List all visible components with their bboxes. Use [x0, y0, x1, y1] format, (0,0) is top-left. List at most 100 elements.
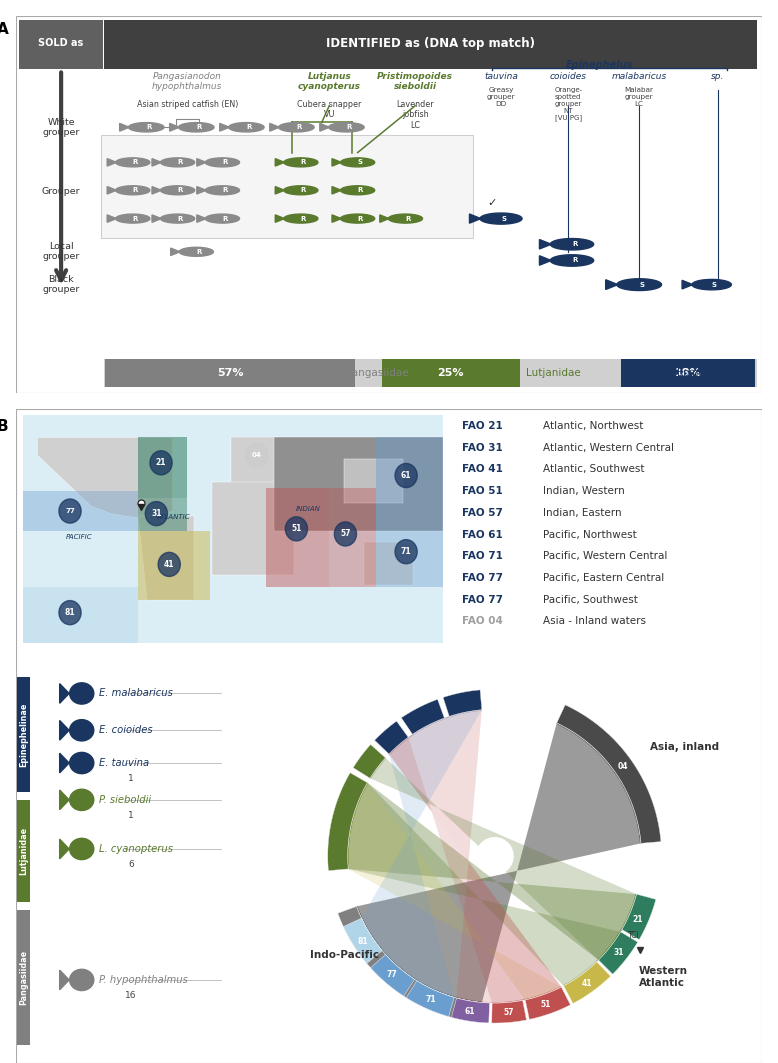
Text: 81: 81 [65, 608, 75, 618]
Polygon shape [370, 758, 636, 960]
Text: Orange-
spotted
grouper
NT
[VU PG]: Orange- spotted grouper NT [VU PG] [554, 86, 582, 121]
Polygon shape [170, 123, 180, 131]
Polygon shape [343, 918, 382, 963]
Text: R: R [132, 216, 138, 221]
Text: R: R [196, 124, 202, 131]
Text: Indian, Eastern: Indian, Eastern [543, 508, 622, 518]
Text: S: S [357, 159, 363, 166]
Text: R: R [357, 187, 363, 193]
Bar [19, 20, 103, 69]
Polygon shape [197, 215, 206, 222]
Polygon shape [356, 723, 641, 1002]
Text: IDENTIFIED as (DNA top match): IDENTIFIED as (DNA top match) [325, 37, 534, 50]
Text: White
grouper: White grouper [43, 118, 80, 137]
Polygon shape [492, 1000, 527, 1023]
Text: E. tauvina: E. tauvina [99, 758, 149, 769]
Text: 04: 04 [618, 761, 629, 771]
Text: 41: 41 [164, 560, 174, 569]
Text: P. sieboldii: P. sieboldii [99, 795, 151, 805]
Text: 1: 1 [128, 774, 134, 783]
Polygon shape [380, 215, 389, 222]
Polygon shape [348, 782, 562, 1000]
Polygon shape [23, 587, 138, 643]
Circle shape [475, 837, 513, 875]
Circle shape [145, 502, 167, 526]
Text: INDIAN: INDIAN [296, 506, 321, 512]
Text: Pangasiidae: Pangasiidae [346, 368, 409, 378]
Polygon shape [550, 238, 594, 250]
Polygon shape [107, 187, 117, 195]
Polygon shape [328, 773, 367, 871]
Polygon shape [353, 744, 385, 778]
Polygon shape [60, 684, 69, 704]
Text: Local
grouper: Local grouper [43, 242, 80, 261]
Circle shape [335, 522, 356, 546]
Polygon shape [563, 962, 611, 1003]
Polygon shape [332, 158, 342, 166]
Polygon shape [348, 782, 562, 1000]
Polygon shape [348, 782, 636, 960]
Text: R: R [405, 216, 411, 221]
Bar [17, 677, 30, 792]
Polygon shape [328, 773, 367, 871]
Polygon shape [370, 955, 415, 996]
Bar [103, 359, 757, 387]
Text: Pacific, Western Central: Pacific, Western Central [543, 552, 668, 561]
Text: R: R [300, 216, 306, 221]
Text: Malabar
grouper
LC: Malabar grouper LC [625, 86, 654, 106]
Text: 57: 57 [340, 529, 351, 539]
Polygon shape [205, 157, 240, 167]
Text: R: R [177, 187, 183, 193]
Text: P. hypophthalmus: P. hypophthalmus [99, 975, 187, 985]
Polygon shape [107, 158, 117, 166]
Text: 41: 41 [582, 979, 592, 988]
Polygon shape [329, 122, 364, 132]
Polygon shape [525, 988, 570, 1019]
Text: ATLANTIC: ATLANTIC [156, 513, 190, 520]
Text: 81: 81 [358, 938, 368, 946]
Polygon shape [451, 998, 489, 1023]
Polygon shape [284, 157, 318, 167]
Text: Pacific, Eastern Central: Pacific, Eastern Central [543, 573, 664, 583]
Polygon shape [338, 907, 482, 1023]
Polygon shape [270, 123, 279, 131]
Polygon shape [160, 214, 194, 223]
Ellipse shape [70, 789, 94, 810]
Text: Pacific, Northwest: Pacific, Northwest [543, 529, 637, 540]
Text: Indian, Western: Indian, Western [543, 486, 625, 496]
Text: Grouper: Grouper [42, 187, 80, 196]
Polygon shape [284, 186, 318, 195]
Text: 71: 71 [426, 995, 436, 1005]
Text: Lutjanidae: Lutjanidae [19, 827, 28, 875]
Circle shape [59, 601, 81, 625]
Polygon shape [138, 438, 187, 499]
Text: Asia, inland: Asia, inland [650, 742, 720, 753]
Polygon shape [370, 758, 636, 960]
Polygon shape [406, 981, 454, 1016]
Polygon shape [376, 438, 443, 532]
Text: E. malabaricus: E. malabaricus [99, 689, 173, 698]
Text: S: S [501, 216, 506, 221]
Text: B: B [0, 419, 9, 434]
Polygon shape [389, 710, 562, 1003]
Polygon shape [338, 907, 482, 1023]
Polygon shape [492, 1000, 527, 1023]
Polygon shape [348, 782, 621, 985]
Polygon shape [344, 459, 403, 504]
Text: 77: 77 [65, 508, 75, 514]
Text: S: S [712, 282, 717, 288]
Circle shape [150, 451, 172, 475]
Polygon shape [60, 754, 69, 773]
Polygon shape [341, 186, 375, 195]
Bar [101, 135, 473, 238]
Polygon shape [329, 488, 376, 587]
Polygon shape [197, 158, 206, 166]
Polygon shape [389, 710, 562, 1003]
Text: R: R [196, 249, 202, 255]
Circle shape [59, 499, 81, 523]
Text: 57: 57 [503, 1008, 513, 1017]
Polygon shape [374, 721, 408, 754]
Text: 57%: 57% [217, 368, 244, 378]
Circle shape [286, 517, 307, 541]
Text: 31: 31 [613, 948, 623, 958]
